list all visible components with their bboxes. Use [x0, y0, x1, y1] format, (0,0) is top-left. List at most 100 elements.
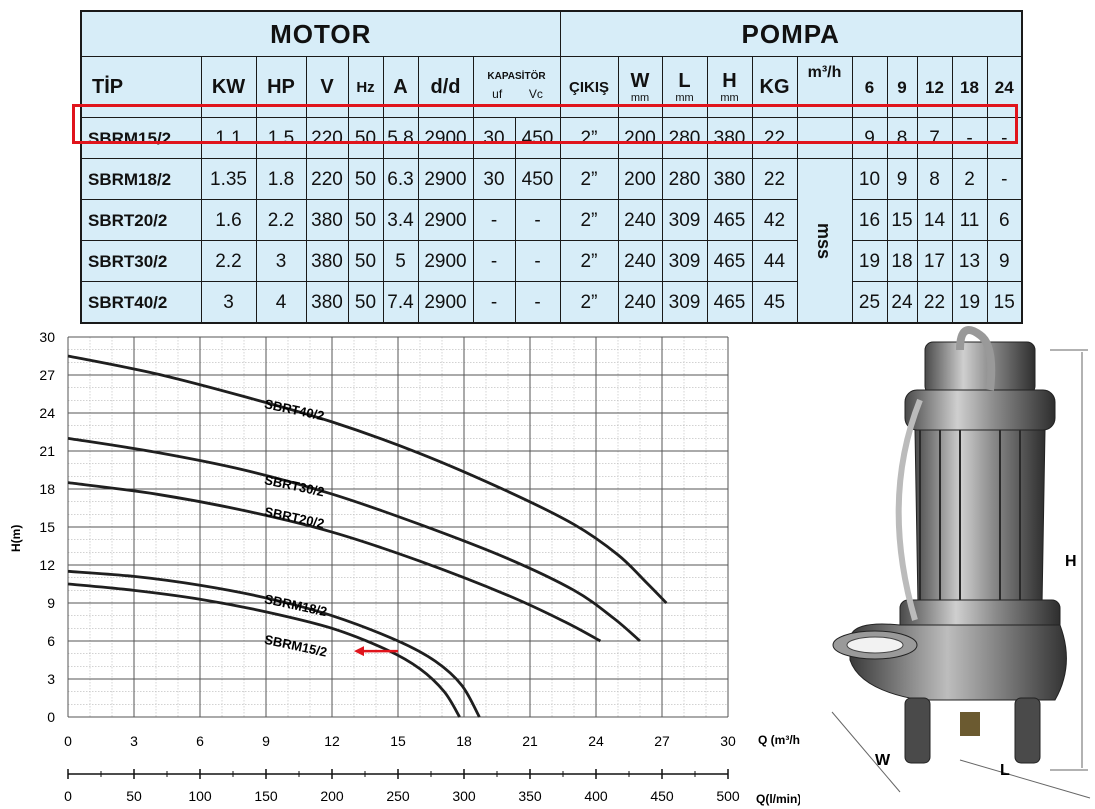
x-tick-label: 12 — [324, 733, 340, 749]
series-line-sbrt40-2 — [67, 354, 668, 604]
cell-cikis: 2” — [559, 158, 619, 200]
cell-hp: 1.5 — [255, 117, 307, 159]
cell-h9: 8 — [886, 117, 918, 159]
cell-h12: 17 — [916, 240, 953, 282]
header-tip: TİP — [80, 56, 202, 118]
cell-kg: 42 — [751, 199, 798, 241]
cell-l: 309 — [661, 240, 708, 282]
mss-cell: mss — [796, 158, 853, 324]
y-tick-label: 6 — [47, 633, 55, 649]
x-tick-label: 9 — [262, 733, 270, 749]
header-kw: KW — [200, 56, 257, 118]
x-tick-label: 21 — [522, 733, 538, 749]
y-tick-label: 30 — [39, 329, 55, 345]
x2-tick-label: 100 — [188, 788, 212, 804]
cell-h6: 9 — [851, 117, 888, 159]
cell-cikis: 2” — [559, 199, 619, 241]
cell-dd: 2900 — [417, 199, 474, 241]
dim-w-label: W — [875, 752, 891, 769]
dimension-lines — [831, 349, 1091, 799]
table-row: SBRT20/2 1.6 2.2 380 50 3.4 2900 - - 2” … — [80, 199, 1023, 241]
cell-kw: 3 — [200, 281, 257, 324]
cell-h12: 22 — [916, 281, 953, 324]
y-tick-label: 0 — [47, 709, 55, 725]
cell-vc: 450 — [514, 158, 561, 200]
cell-h24: 9 — [986, 240, 1023, 282]
l-label: L — [678, 69, 691, 92]
cell-h6: 25 — [851, 281, 888, 324]
x2-tick-label: 150 — [254, 788, 278, 804]
cell-kg: 22 — [751, 158, 798, 200]
cell-h6: 10 — [851, 158, 888, 200]
dim-l-label: L — [1000, 762, 1010, 779]
cell-w: 240 — [617, 281, 663, 324]
cell-uf: 30 — [472, 158, 516, 200]
series-line-sbrm15-2 — [67, 582, 461, 718]
cell-tip: SBRT30/2 — [80, 240, 202, 282]
cell-a: 3.4 — [382, 199, 419, 241]
header-m3h: m³/h — [796, 56, 853, 118]
cell-a: 6.3 — [382, 158, 419, 200]
x-axis-label: Q (m³/h) — [758, 733, 800, 747]
cell-h24: - — [986, 158, 1023, 200]
cell-hp: 3 — [255, 240, 307, 282]
series-line-sbrm18-2 — [67, 569, 481, 718]
pump-body — [832, 326, 1067, 764]
cell-h: 465 — [706, 199, 753, 241]
cell-kg: 44 — [751, 240, 798, 282]
cell-uf: - — [472, 199, 516, 241]
x2-tick-label: 500 — [716, 788, 740, 804]
x2-tick-label: 250 — [386, 788, 410, 804]
cell-tip: SBRM18/2 — [80, 158, 202, 200]
cell-w: 200 — [617, 158, 663, 200]
y-tick-label: 12 — [39, 557, 55, 573]
cell-uf: - — [472, 240, 516, 282]
y-tick-label: 27 — [39, 367, 55, 383]
cell-kw: 2.2 — [200, 240, 257, 282]
x2-tick-label: 0 — [64, 788, 72, 804]
cell-h18: 11 — [951, 199, 988, 241]
cell-hz: 50 — [347, 199, 384, 241]
chart-series — [67, 354, 668, 718]
red-arrow-head — [354, 646, 364, 657]
header-dd: d/d — [417, 56, 474, 118]
vc-label: Vc — [528, 87, 543, 101]
cell-hz: 50 — [347, 158, 384, 200]
cell-hp: 2.2 — [255, 199, 307, 241]
h-unit: mm — [720, 91, 739, 104]
x2-tick-label: 350 — [518, 788, 542, 804]
x-tick-label: 0 — [64, 733, 72, 749]
y-tick-label: 3 — [47, 671, 55, 687]
cell-w: 240 — [617, 240, 663, 282]
cell-hp: 1.8 — [255, 158, 307, 200]
header-kapasitor: KAPASİTÖR uf Vc — [472, 56, 561, 118]
x2-tick-label: 50 — [126, 788, 142, 804]
x-tick-label: 3 — [130, 733, 138, 749]
cell-h9: 9 — [886, 158, 918, 200]
cell-h9: 24 — [886, 281, 918, 324]
h-label: H — [722, 69, 737, 92]
series-line-sbrt30-2 — [67, 436, 641, 643]
cell-l: 309 — [661, 199, 708, 241]
cell-dd: 2900 — [417, 240, 474, 282]
cell-v: 380 — [305, 240, 349, 282]
motor-title: MOTOR — [80, 10, 561, 57]
x2-tick-label: 300 — [452, 788, 476, 804]
cell-h18: 2 — [951, 158, 988, 200]
cell-dd: 2900 — [417, 158, 474, 200]
cell-h18: 19 — [951, 281, 988, 324]
cell-h: 465 — [706, 240, 753, 282]
cell-kg: 45 — [751, 281, 798, 324]
cell-h24: 6 — [986, 199, 1023, 241]
table-row: SBRT30/2 2.2 3 380 50 5 2900 - - 2” 240 … — [80, 240, 1023, 282]
cell-h12: 8 — [916, 158, 953, 200]
cell-h18: - — [951, 117, 988, 159]
cell-cikis: 2” — [559, 240, 619, 282]
x-tick-label: 15 — [390, 733, 406, 749]
cell-h18: 13 — [951, 240, 988, 282]
cell-tip: SBRT40/2 — [80, 281, 202, 324]
cell-w: 240 — [617, 199, 663, 241]
